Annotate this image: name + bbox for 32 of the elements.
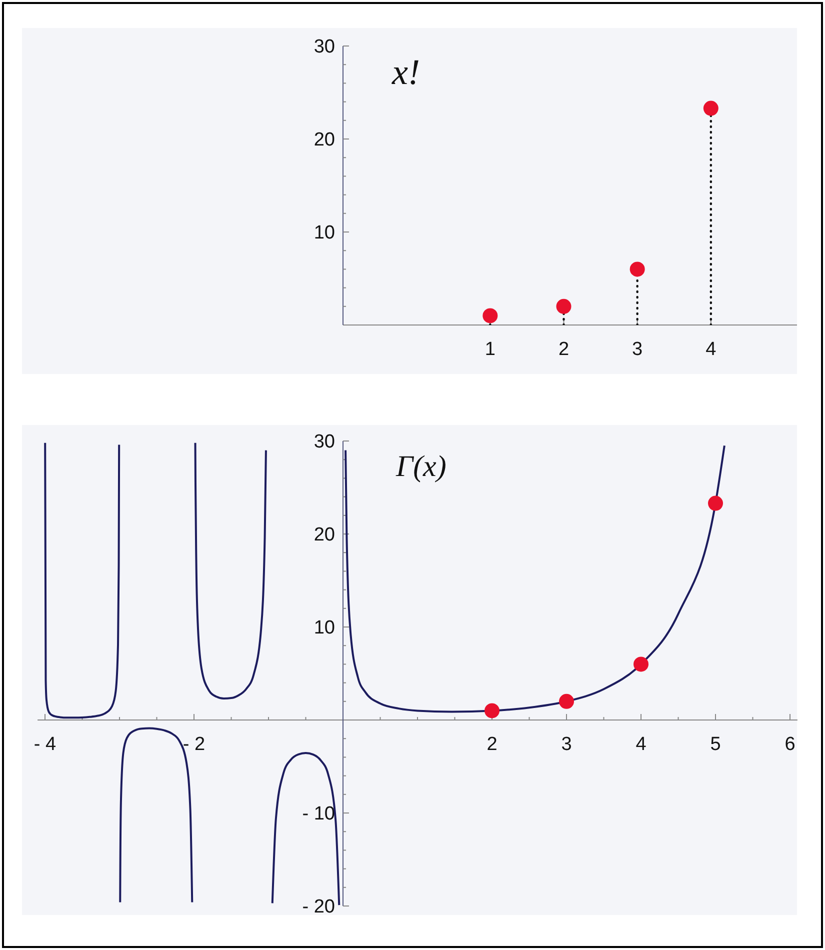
- line-series: [44, 442, 120, 719]
- x-tick-label: - 2: [182, 734, 206, 755]
- x-tick-label: 1: [484, 339, 496, 360]
- y-tick-label: 10: [314, 618, 335, 639]
- x-tick-label: 2: [486, 734, 498, 755]
- line-series: [194, 442, 267, 700]
- point: [556, 298, 572, 314]
- y-tick-label: 20: [314, 524, 335, 546]
- chart-title: x!: [391, 52, 420, 92]
- y-tick-label: 20: [314, 130, 335, 151]
- y-tick-label: 30: [314, 36, 335, 58]
- line-series: [119, 727, 194, 904]
- x-tick-label: 4: [706, 339, 717, 360]
- point: [484, 703, 500, 718]
- point: [559, 694, 574, 709]
- point: [634, 656, 648, 672]
- y-tick-label: 30: [314, 432, 335, 453]
- x-tick-label: 3: [561, 734, 572, 755]
- y-tick-label: - 10: [302, 804, 335, 825]
- chart-title: Γ(x): [395, 450, 446, 483]
- point: [703, 100, 718, 116]
- x-tick-label: 3: [632, 339, 643, 360]
- point: [708, 496, 723, 511]
- x-tick-label: 2: [558, 339, 570, 360]
- x-tick-label: 4: [636, 734, 647, 755]
- x-tick-label: 6: [784, 734, 796, 755]
- point: [482, 308, 498, 324]
- y-tick-label: - 20: [302, 896, 335, 918]
- point: [630, 262, 645, 277]
- x-tick-label: - 4: [34, 734, 57, 755]
- y-tick-label: 10: [314, 222, 335, 244]
- x-tick-label: 5: [710, 734, 721, 755]
